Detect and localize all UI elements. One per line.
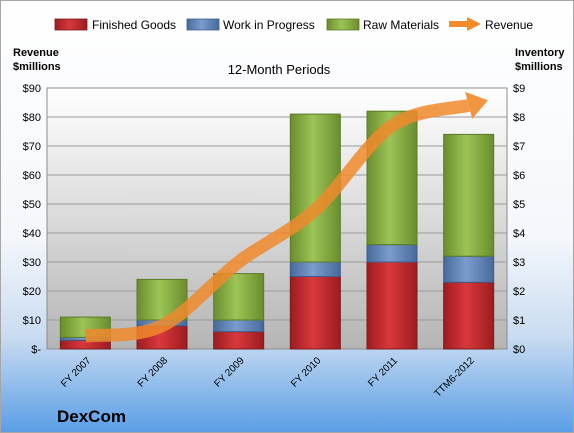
bar-work-in-progress: [443, 255, 495, 283]
revenue-line: [84, 91, 489, 343]
right-tick-label: $0: [513, 344, 525, 356]
bar-finished-goods: [213, 331, 265, 350]
legend-label-work-in-progress: Work in Progress: [223, 18, 315, 32]
x-tick-label: FY 2009: [212, 355, 247, 390]
right-tick-label: $8: [513, 112, 525, 124]
left-tick-label: $30: [23, 257, 41, 269]
bar-finished-goods: [443, 281, 495, 350]
left-tick-label: $50: [23, 199, 41, 211]
legend-label-revenue: Revenue: [485, 18, 533, 32]
chart-subtitle: 12-Month Periods: [228, 62, 331, 77]
left-axis-title-line1: Revenue: [13, 47, 59, 59]
left-tick-label: $90: [23, 83, 41, 95]
right-tick-label: $6: [513, 170, 525, 182]
left-tick-label: $80: [23, 112, 41, 124]
x-tick-label: FY 2008: [136, 355, 171, 390]
legend-swatch-work-in-progress: [186, 18, 220, 31]
right-tick-label: $2: [513, 286, 525, 298]
bar-work-in-progress: [289, 261, 341, 277]
right-tick-label: $4: [513, 228, 525, 240]
revenue-line-path: [84, 99, 471, 343]
plot-area: [46, 87, 508, 350]
revenue-arrowhead: [465, 91, 489, 119]
right-tick-label: $3: [513, 257, 525, 269]
company-name: DexCom: [57, 407, 126, 426]
left-axis-title-line2: $millions: [13, 61, 61, 73]
bar-work-in-progress: [213, 319, 265, 333]
x-tick-label: FY 2010: [289, 355, 324, 390]
x-tick-label: FY 2007: [59, 355, 94, 390]
legend-swatch-revenue: [449, 17, 481, 31]
right-tick-label: $9: [513, 83, 525, 95]
legend-swatch-raw-materials: [326, 18, 360, 31]
right-tick-label: $1: [513, 315, 525, 327]
bar-finished-goods: [366, 261, 418, 350]
legend-swatch-finished-goods: [54, 18, 88, 31]
bar-work-in-progress: [366, 244, 418, 263]
legend-label-finished-goods: Finished Goods: [92, 18, 176, 32]
bar-finished-goods: [289, 276, 341, 350]
x-axis-ticks: FY 2007 FY 2008 FY 2009 FY 2010 FY 2011 TTM6-…: [59, 355, 477, 400]
legend-label-raw-materials: Raw Materials: [363, 18, 439, 32]
legend: Finished Goods Work in Progress Raw Mate…: [54, 17, 533, 32]
right-tick-label: $7: [513, 141, 525, 153]
left-tick-label: $20: [23, 286, 41, 298]
left-tick-label: $70: [23, 141, 41, 153]
bar-raw-materials: [443, 133, 495, 257]
right-axis-ticks: $0 $1 $2 $3 $4 $5 $6 $7 $8 $9: [513, 83, 525, 356]
left-tick-label: $-: [31, 344, 41, 356]
x-tick-label: FY 2011: [366, 355, 400, 389]
left-tick-label: $40: [23, 228, 41, 240]
right-tick-label: $5: [513, 199, 525, 211]
x-tick-label: TTM6-2012: [432, 355, 477, 400]
gridlines: [47, 116, 507, 321]
right-axis-title-line1: Inventory: [515, 47, 565, 59]
right-axis-title-line2: $millions: [515, 61, 563, 73]
left-tick-label: $60: [23, 170, 41, 182]
left-tick-label: $10: [23, 315, 41, 327]
left-axis-ticks: $- $10 $20 $30 $40 $50 $60 $70 $80 $90: [23, 83, 42, 356]
